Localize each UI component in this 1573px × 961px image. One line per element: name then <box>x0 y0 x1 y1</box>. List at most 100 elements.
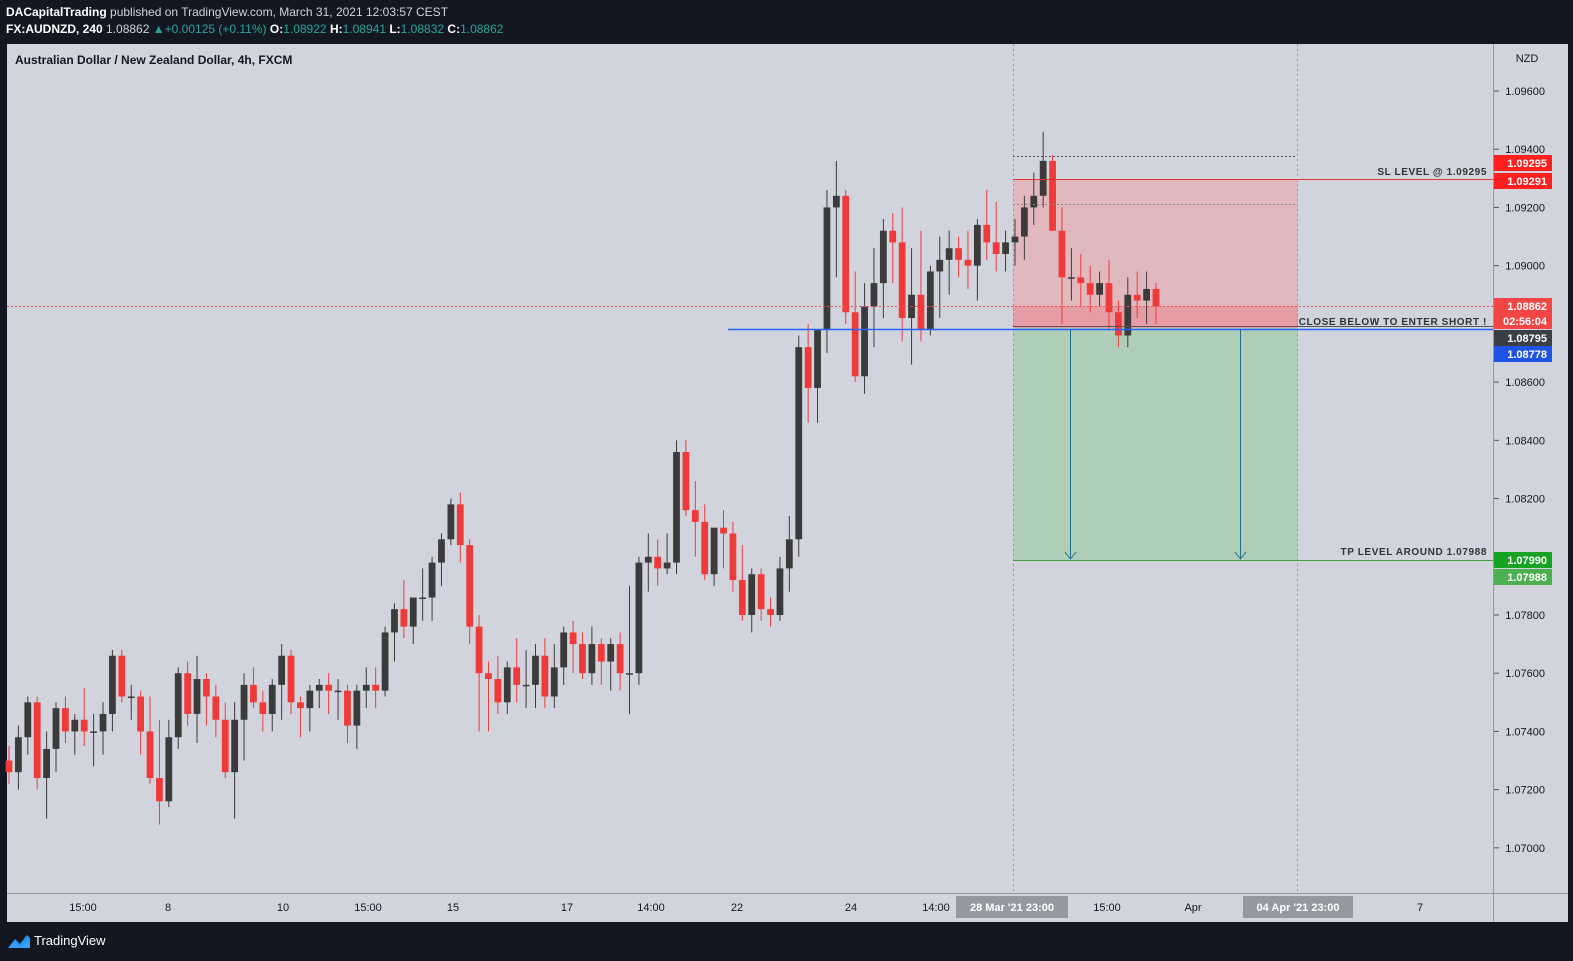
candle-body[interactable] <box>221 719 229 773</box>
candle-body[interactable] <box>1086 283 1094 295</box>
candle-body[interactable] <box>785 539 793 569</box>
candle-body[interactable] <box>917 294 925 330</box>
candle-body[interactable] <box>814 329 821 388</box>
candle-body[interactable] <box>550 667 558 697</box>
candle-body[interactable] <box>250 684 257 703</box>
candle-body[interactable] <box>710 527 718 575</box>
candle-body[interactable] <box>325 684 333 691</box>
candle-body[interactable] <box>635 562 643 674</box>
candle-body[interactable] <box>804 347 812 388</box>
candle-body[interactable] <box>33 702 41 778</box>
candle-body[interactable] <box>879 230 887 284</box>
candle-body[interactable] <box>268 684 276 714</box>
candle-body[interactable] <box>127 696 135 698</box>
candle-body[interactable] <box>99 713 107 732</box>
candle-body[interactable] <box>494 679 502 703</box>
candle-body[interactable] <box>1011 236 1019 243</box>
candle-body[interactable] <box>362 684 370 691</box>
candle-body[interactable] <box>43 748 50 778</box>
candle-body[interactable] <box>992 242 1000 255</box>
candle-body[interactable] <box>644 556 652 563</box>
candle-body[interactable] <box>391 609 398 633</box>
candle-body[interactable] <box>193 679 201 714</box>
candle-body[interactable] <box>1020 207 1028 237</box>
brand-name[interactable]: TradingView <box>34 933 106 948</box>
candle-body[interactable] <box>1096 283 1103 295</box>
candle-body[interactable] <box>767 609 774 615</box>
candle-body[interactable] <box>146 731 154 778</box>
publisher-name[interactable]: DACapitalTrading <box>6 5 107 19</box>
candle-body[interactable] <box>513 667 521 685</box>
candle-body[interactable] <box>52 708 60 749</box>
candle-body[interactable] <box>973 224 981 266</box>
candle-body[interactable] <box>579 644 586 674</box>
candle-body[interactable] <box>447 504 455 540</box>
candle-body[interactable] <box>870 283 878 307</box>
candle-body[interactable] <box>729 533 737 581</box>
candle-body[interactable] <box>109 655 116 714</box>
tradingview-logo-icon[interactable] <box>7 932 31 952</box>
candle-body[interactable] <box>1030 195 1038 208</box>
candle-body[interactable] <box>466 545 474 627</box>
candle-body[interactable] <box>1133 294 1141 301</box>
candle-body[interactable] <box>1049 160 1056 231</box>
candle-body[interactable] <box>673 451 680 563</box>
candle-body[interactable] <box>1124 294 1132 336</box>
candle-body[interactable] <box>851 312 859 377</box>
candle-body[interactable] <box>898 242 906 319</box>
candle-body[interactable] <box>71 719 79 732</box>
candle-body[interactable] <box>419 597 427 600</box>
candle-body[interactable] <box>626 673 633 675</box>
candle-body[interactable] <box>428 562 436 598</box>
candle-body[interactable] <box>720 527 727 534</box>
candle-body[interactable] <box>757 574 765 610</box>
candle-body[interactable] <box>306 690 314 709</box>
candle-body[interactable] <box>1058 230 1066 278</box>
candle-body[interactable] <box>156 777 163 802</box>
candle-body[interactable] <box>174 673 182 738</box>
candle-body[interactable] <box>381 632 389 691</box>
candle-body[interactable] <box>522 684 530 687</box>
candle-body[interactable] <box>776 568 784 615</box>
candle-body[interactable] <box>80 719 88 732</box>
candle-body[interactable] <box>203 679 210 697</box>
candle-body[interactable] <box>315 684 323 691</box>
candle-body[interactable] <box>691 510 699 522</box>
candle-body[interactable] <box>485 673 492 680</box>
entry-annotation[interactable]: CLOSE BELOW TO ENTER SHORT ! <box>1299 317 1487 328</box>
candle-body[interactable] <box>945 248 953 260</box>
candle-body[interactable] <box>184 673 192 714</box>
candle-body[interactable] <box>532 655 539 685</box>
candle-body[interactable] <box>1143 288 1150 301</box>
candle-body[interactable] <box>409 597 417 627</box>
candle-body[interactable] <box>964 259 972 266</box>
candle-body[interactable] <box>118 655 126 697</box>
candle-body[interactable] <box>955 248 962 260</box>
symbol-label[interactable]: FX:AUDNZD, 240 <box>6 22 103 36</box>
candle-body[interactable] <box>607 644 615 662</box>
candle-body[interactable] <box>889 230 897 243</box>
candle-body[interactable] <box>1068 277 1075 279</box>
candle-body[interactable] <box>1152 288 1160 307</box>
candle-body[interactable] <box>842 195 850 313</box>
candle-body[interactable] <box>15 737 22 773</box>
candle-body[interactable] <box>682 451 690 511</box>
candle-body[interactable] <box>654 556 662 569</box>
price-axis[interactable] <box>1494 44 1568 893</box>
candle-body[interactable] <box>926 271 934 330</box>
candle-body[interactable] <box>861 306 868 377</box>
candle-body[interactable] <box>475 626 483 674</box>
candle-body[interactable] <box>1002 242 1009 255</box>
candle-body[interactable] <box>832 195 840 208</box>
candle-body[interactable] <box>597 644 605 662</box>
candle-body[interactable] <box>1105 283 1113 313</box>
candle-body[interactable] <box>278 655 286 685</box>
candle-body[interactable] <box>297 702 304 709</box>
candle-body[interactable] <box>259 702 267 714</box>
candle-body[interactable] <box>588 644 596 674</box>
candle-body[interactable] <box>90 731 97 733</box>
candle-body[interactable] <box>334 690 342 693</box>
candle-body[interactable] <box>353 690 361 726</box>
candle-body[interactable] <box>560 632 568 668</box>
